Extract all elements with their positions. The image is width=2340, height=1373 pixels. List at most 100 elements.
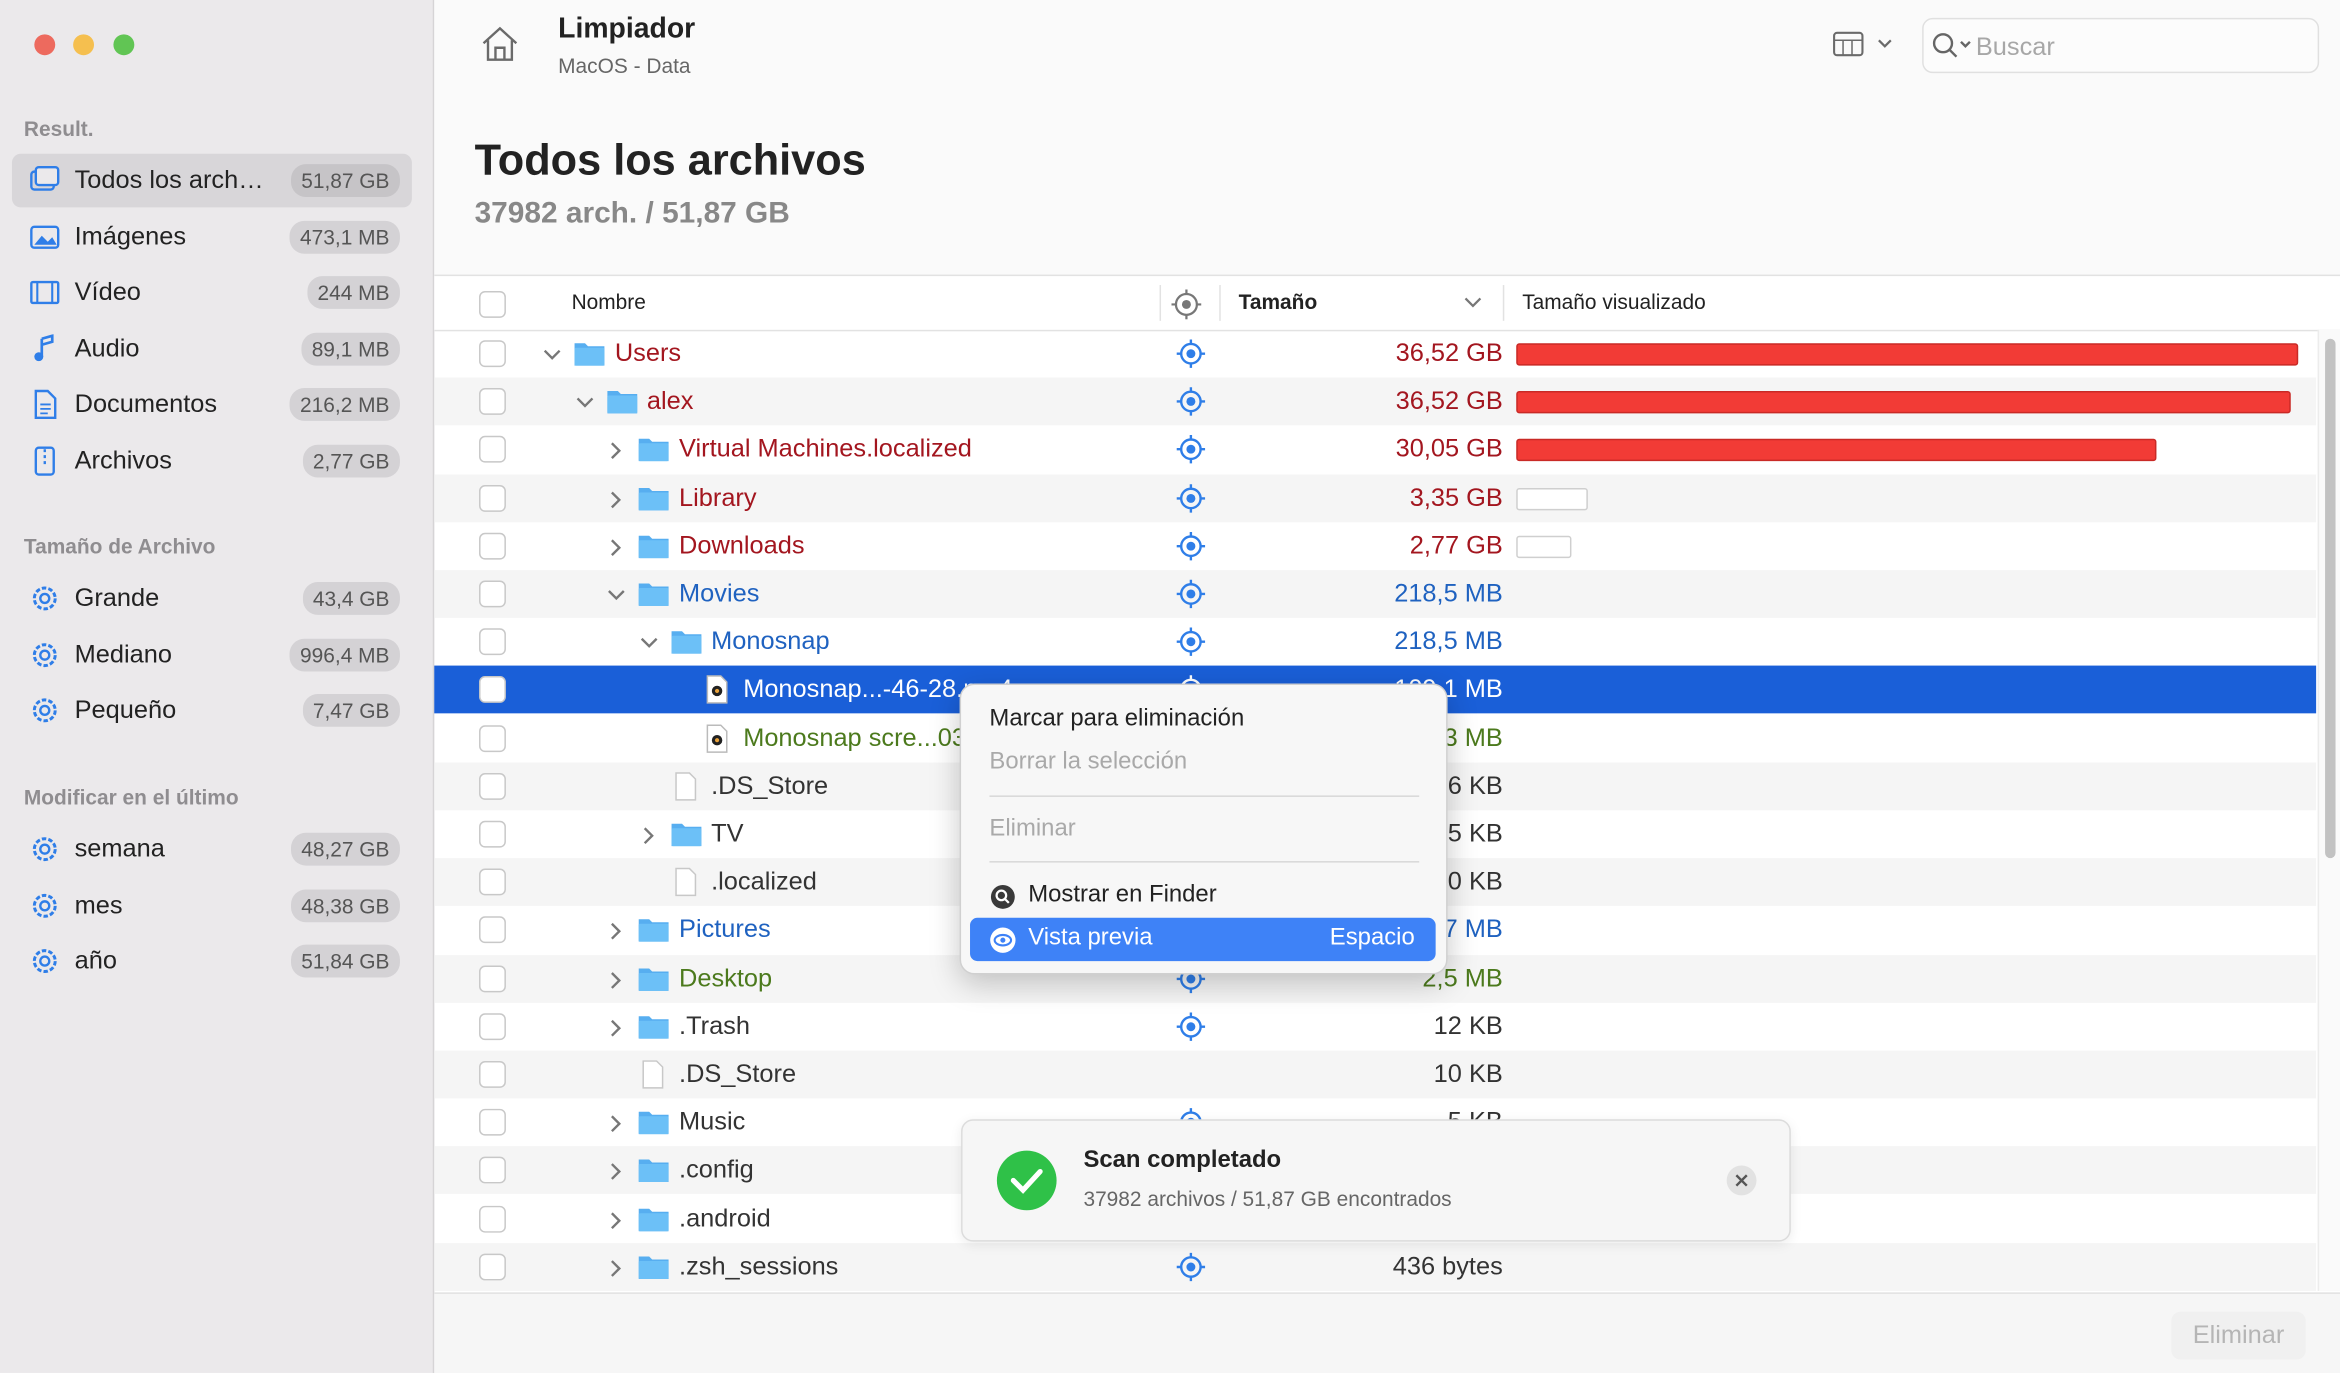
select-all-checkbox[interactable] — [479, 291, 506, 318]
row-checkbox[interactable] — [479, 340, 506, 368]
home-button[interactable] — [479, 24, 521, 63]
locate-button[interactable] — [1176, 579, 1206, 616]
sidebar-item[interactable]: Todos los arch… 51,87 GB — [11, 153, 412, 208]
locate-button[interactable] — [1176, 627, 1206, 664]
row-checkbox[interactable] — [479, 676, 506, 704]
view-menu-button[interactable] — [1831, 30, 1900, 60]
file-row[interactable]: Users 36,52 GB — [434, 330, 2316, 378]
file-row[interactable]: Monosnap 218,5 MB — [434, 618, 2316, 666]
disclosure-triangle[interactable] — [607, 1162, 625, 1189]
file-size: 10 KB — [1433, 1059, 1503, 1088]
file-row[interactable]: .Trash 12 KB — [434, 1003, 2316, 1051]
file-row[interactable]: TV 5 KB — [434, 810, 2316, 858]
sidebar-item[interactable]: Archivos 2,77 GB — [12, 434, 412, 488]
row-checkbox[interactable] — [479, 436, 506, 464]
disclosure-triangle[interactable] — [639, 825, 657, 852]
sidebar-label: semana — [74, 834, 165, 863]
sidebar-item[interactable]: Mediano 996,4 MB — [12, 628, 412, 682]
menu-item-label: Vista previa — [1028, 925, 1153, 951]
row-checkbox[interactable] — [479, 1109, 506, 1136]
locate-button[interactable] — [1176, 1252, 1206, 1289]
search-field[interactable]: Buscar — [1922, 17, 2320, 74]
table-header — [434, 274, 2340, 332]
scrollbar-thumb[interactable] — [2325, 338, 2336, 859]
column-header[interactable]: Tamaño visualizado — [1522, 289, 1706, 314]
disclosure-triangle[interactable] — [607, 585, 625, 612]
disclosure-triangle[interactable] — [607, 1258, 625, 1285]
row-checkbox[interactable] — [479, 1157, 506, 1185]
sidebar-item[interactable]: semana 48,27 GB — [12, 822, 412, 876]
row-checkbox[interactable] — [479, 724, 506, 752]
file-row[interactable]: Downloads 2,77 GB — [434, 522, 2316, 570]
sidebar-item[interactable]: Grande 43,4 GB — [12, 572, 412, 626]
disclosure-triangle[interactable] — [607, 1017, 625, 1044]
row-checkbox[interactable] — [479, 820, 506, 848]
file-row[interactable]: .DS_Store 10 KB — [434, 1050, 2317, 1099]
file-name: Virtual Machines.localized — [679, 434, 972, 464]
disclosure-triangle[interactable] — [607, 969, 625, 996]
minimize-button[interactable] — [73, 34, 95, 56]
file-row[interactable]: Virtual Machines.localized 30,05 GB — [434, 426, 2316, 474]
menu-item[interactable]: Mostrar en Finder — [1028, 881, 1217, 908]
delete-button[interactable]: Eliminar — [2171, 1311, 2306, 1360]
row-checkbox[interactable] — [479, 1253, 506, 1281]
row-checkbox[interactable] — [479, 1061, 506, 1088]
sidebar-item[interactable]: Audio 89,1 MB — [12, 322, 412, 376]
sidebar-item[interactable]: Imágenes 473,1 MB — [12, 210, 412, 264]
disclosure-triangle[interactable] — [607, 537, 625, 564]
row-checkbox[interactable] — [479, 628, 506, 656]
locate-button[interactable] — [1176, 339, 1206, 376]
sidebar-label: Pequeño — [74, 695, 177, 724]
column-header[interactable]: Nombre — [571, 289, 646, 314]
locate-button[interactable] — [1176, 1012, 1206, 1049]
row-checkbox[interactable] — [479, 484, 506, 512]
file-row[interactable]: Library 3,35 GB — [434, 473, 2317, 522]
row-checkbox[interactable] — [479, 580, 506, 608]
disclosure-triangle[interactable] — [543, 345, 561, 372]
sidebar-label: Todos los arch… — [74, 165, 264, 195]
disclosure-triangle[interactable] — [575, 393, 593, 420]
row-checkbox[interactable] — [479, 772, 506, 800]
toast-title: Scan completado — [1083, 1147, 1282, 1173]
menu-item[interactable]: Marcar para eliminación — [989, 705, 1245, 732]
sidebar-item[interactable]: Vídeo 244 MB — [12, 266, 412, 320]
disclosure-triangle[interactable] — [607, 1210, 625, 1237]
menu-item-highlighted[interactable]: Vista previa Espacio — [970, 917, 1436, 962]
sidebar-item[interactable]: Pequeño 7,47 GB — [12, 683, 412, 737]
file-row[interactable]: Movies 218,5 MB — [434, 570, 2317, 618]
row-checkbox[interactable] — [479, 532, 506, 560]
row-checkbox[interactable] — [479, 964, 506, 992]
column-header[interactable]: Tamaño — [1238, 289, 1318, 314]
locate-button[interactable] — [1176, 387, 1206, 424]
disclosure-triangle[interactable] — [607, 1114, 625, 1141]
file-size: 6 KB — [1447, 771, 1503, 800]
row-checkbox[interactable] — [479, 868, 506, 896]
disclosure-triangle[interactable] — [607, 489, 625, 516]
row-checkbox[interactable] — [479, 1013, 506, 1040]
file-name: Music — [679, 1107, 746, 1136]
sort-indicator[interactable] — [1463, 295, 1484, 310]
disclosure-triangle[interactable] — [639, 633, 657, 660]
toast-close-button[interactable] — [1725, 1164, 1758, 1197]
zoom-button[interactable] — [113, 34, 135, 56]
sidebar-item[interactable]: mes 48,38 GB — [12, 878, 412, 932]
folder-icon — [605, 387, 638, 424]
disclosure-triangle[interactable] — [607, 441, 625, 468]
sidebar-item[interactable]: año 51,84 GB — [12, 934, 412, 988]
locate-button[interactable] — [1176, 435, 1206, 472]
sidebar-item[interactable]: Documentos 216,2 MB — [12, 378, 412, 432]
row-checkbox[interactable] — [479, 388, 506, 416]
row-checkbox[interactable] — [479, 916, 506, 944]
locate-button[interactable] — [1176, 483, 1206, 520]
row-checkbox[interactable] — [479, 1205, 506, 1233]
file-row[interactable]: alex 36,52 GB — [434, 377, 2317, 426]
file-row[interactable]: .zsh_sessions 436 bytes — [434, 1242, 2317, 1291]
locate-button[interactable] — [1176, 531, 1206, 568]
disclosure-triangle[interactable] — [607, 921, 625, 948]
toolbar: Limpiador MacOS - Data Buscar — [434, 0, 2340, 105]
close-button[interactable] — [34, 34, 56, 56]
menu-item: Eliminar — [989, 816, 1076, 842]
file-name: Pictures — [679, 915, 771, 944]
sidebar-icon — [30, 445, 60, 482]
file-name: TV — [711, 819, 744, 848]
